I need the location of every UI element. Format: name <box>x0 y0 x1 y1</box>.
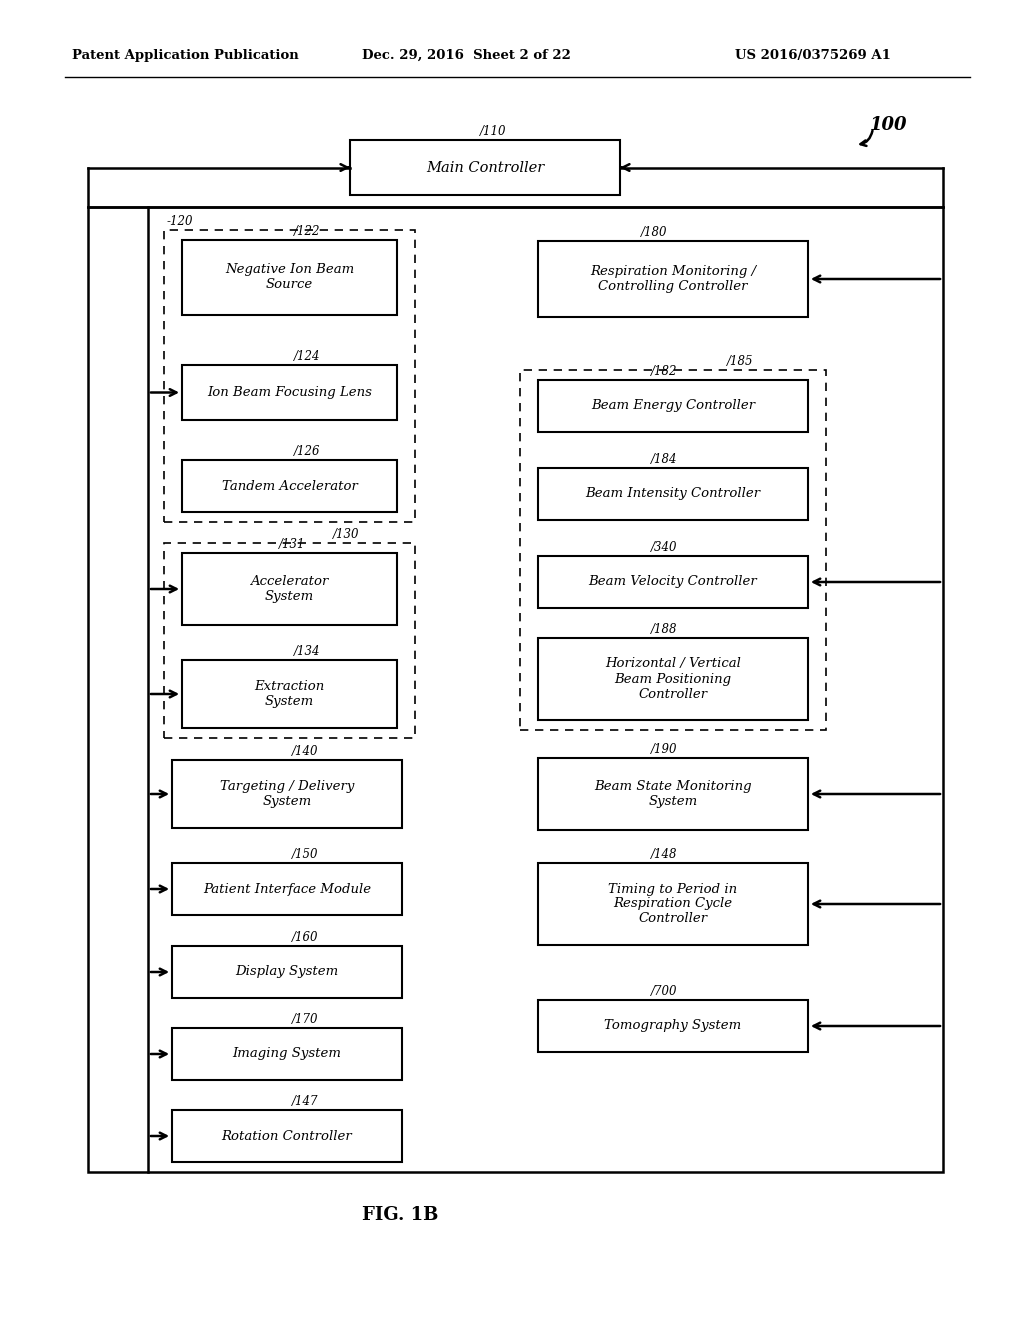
Text: Beam State Monitoring
System: Beam State Monitoring System <box>594 780 752 808</box>
Text: /140: /140 <box>292 744 318 758</box>
Bar <box>538 758 808 830</box>
Text: Beam Velocity Controller: Beam Velocity Controller <box>589 576 758 589</box>
Text: /124: /124 <box>294 350 321 363</box>
Text: /188: /188 <box>651 623 678 636</box>
Text: /185: /185 <box>727 355 754 368</box>
Text: Display System: Display System <box>236 965 339 978</box>
Text: /130: /130 <box>333 528 359 541</box>
Bar <box>350 140 620 195</box>
Bar <box>164 543 415 738</box>
Text: Main Controller: Main Controller <box>426 161 544 174</box>
Text: /122: /122 <box>294 224 321 238</box>
Bar <box>172 946 402 998</box>
Bar <box>182 240 397 315</box>
Bar <box>172 863 402 915</box>
Bar <box>538 638 808 719</box>
Bar <box>538 1001 808 1052</box>
Text: /184: /184 <box>651 453 678 466</box>
Text: Dec. 29, 2016  Sheet 2 of 22: Dec. 29, 2016 Sheet 2 of 22 <box>362 49 570 62</box>
Bar <box>164 230 415 521</box>
Bar <box>182 366 397 420</box>
Text: /110: /110 <box>479 125 506 139</box>
Text: Beam Energy Controller: Beam Energy Controller <box>591 400 755 412</box>
Text: Targeting / Delivery
System: Targeting / Delivery System <box>220 780 354 808</box>
Text: /170: /170 <box>292 1012 318 1026</box>
Text: Extraction
System: Extraction System <box>254 680 325 708</box>
Text: /190: /190 <box>651 743 678 756</box>
Bar <box>182 553 397 624</box>
Text: /340: /340 <box>651 541 678 554</box>
Text: Imaging System: Imaging System <box>232 1048 341 1060</box>
Text: /147: /147 <box>292 1096 318 1107</box>
Text: Patient Interface Module: Patient Interface Module <box>203 883 371 895</box>
Bar <box>172 1110 402 1162</box>
Text: Tomography System: Tomography System <box>604 1019 741 1032</box>
Text: Tandem Accelerator: Tandem Accelerator <box>221 479 357 492</box>
Bar <box>538 469 808 520</box>
Text: /700: /700 <box>651 985 678 998</box>
Text: Negative Ion Beam
Source: Negative Ion Beam Source <box>225 264 354 292</box>
Bar <box>88 207 943 1172</box>
Text: Patent Application Publication: Patent Application Publication <box>72 49 299 62</box>
Text: Respiration Monitoring /
Controlling Controller: Respiration Monitoring / Controlling Con… <box>590 265 756 293</box>
Text: Accelerator
System: Accelerator System <box>250 576 329 603</box>
Text: /160: /160 <box>292 931 318 944</box>
Text: /134: /134 <box>294 645 321 657</box>
Text: /180: /180 <box>641 226 667 239</box>
Text: /182: /182 <box>651 366 678 378</box>
Text: FIG. 1B: FIG. 1B <box>361 1206 438 1224</box>
Bar <box>538 380 808 432</box>
Text: US 2016/0375269 A1: US 2016/0375269 A1 <box>735 49 891 62</box>
Text: Rotation Controller: Rotation Controller <box>221 1130 352 1143</box>
Bar <box>172 1028 402 1080</box>
Bar <box>172 760 402 828</box>
Text: -120: -120 <box>167 215 194 228</box>
Text: /150: /150 <box>292 847 318 861</box>
Text: Timing to Period in
Respiration Cycle
Controller: Timing to Period in Respiration Cycle Co… <box>608 883 737 925</box>
Text: 100: 100 <box>870 116 907 135</box>
Text: /131: /131 <box>279 539 305 550</box>
Text: /148: /148 <box>651 847 678 861</box>
Bar <box>538 556 808 609</box>
Text: Ion Beam Focusing Lens: Ion Beam Focusing Lens <box>207 385 372 399</box>
Bar <box>538 242 808 317</box>
Bar <box>520 370 826 730</box>
Bar <box>182 459 397 512</box>
Bar <box>182 660 397 729</box>
Text: Horizontal / Vertical
Beam Positioning
Controller: Horizontal / Vertical Beam Positioning C… <box>605 657 741 701</box>
Text: Beam Intensity Controller: Beam Intensity Controller <box>586 487 761 500</box>
Text: /126: /126 <box>294 445 321 458</box>
Bar <box>538 863 808 945</box>
